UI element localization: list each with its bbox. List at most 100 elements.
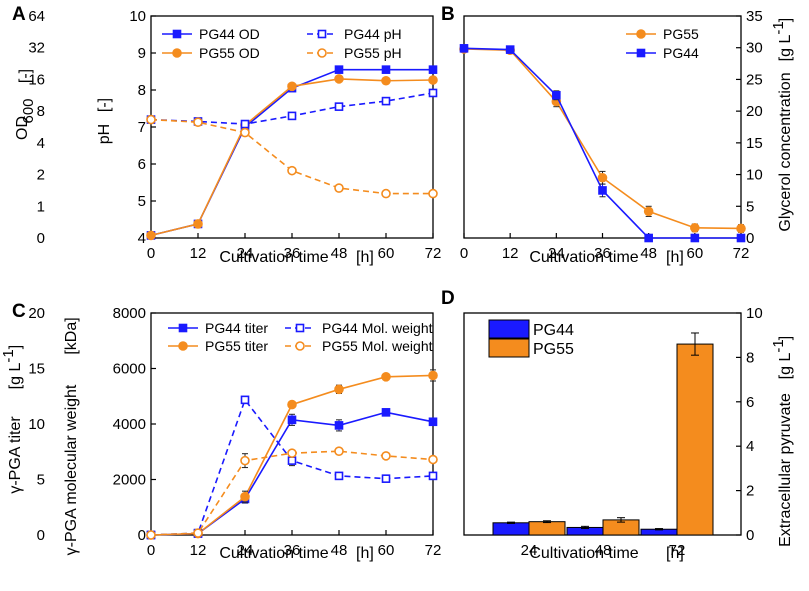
pg44-ph-point [334,102,344,111]
pg44-ph-legend-label: PG44 pH [344,26,402,42]
pg44-glycerol-point [598,186,607,195]
pyruvate-axis-tick-label: 10 [746,305,763,322]
pyruvate-axis-title: Extracellular pyruvate [777,393,794,547]
mw-axis-unit: [kDa] [63,317,80,354]
od-axis-tick-label: 64 [28,8,45,25]
x-tick-label: 36 [284,542,301,559]
od-axis-tick-label: 32 [28,40,45,57]
pg55-legend-swatch [488,338,530,358]
x-tick-label: 0 [147,542,155,559]
pg55-ph-point [146,114,156,125]
pg55-ph-point [381,188,391,199]
pg55-mol-weight-point [240,455,250,466]
pg44-ph-point [240,119,250,129]
x-axis-unit: [h] [356,249,374,266]
pg55-ph-point [193,117,203,127]
pg55-titer-point [381,372,391,382]
pg55-legend-marker [636,29,646,39]
pyruvate-axis-tick-label: 0 [746,527,754,544]
pg55-glycerol-line [463,48,742,230]
ph-axis-tick-label: 6 [138,156,146,173]
x-tick-label: 12 [190,542,207,559]
glycerol-axis-title: Glycerol concentration [777,72,794,231]
pg55-ph-line [150,118,433,195]
ph-axis-unit: [-] [96,98,113,112]
panel-c: 0 12 24 36 48 60 72 0 2000 4000 6000 8000 0 5 10 15 20 γ-… [0,301,441,562]
pg44-glycerol-line [463,47,741,239]
x-tick-label: 24 [548,245,565,262]
pg44-legend-label: PG44 [533,322,574,339]
x-axis-unit: [h] [666,249,684,266]
od-axis-tick-label: 16 [28,71,45,88]
x-tick-label: 60 [378,245,395,262]
x-tick-label: 48 [331,542,348,559]
pg55-titer-legend-marker [178,341,188,351]
x-tick-label: 72 [425,542,442,559]
pg55-od-point [428,75,438,85]
pg55-mol-weight-point [193,528,203,538]
pg44-mol-weight-point [334,471,344,481]
pyruvate-axis-tick-label: 6 [746,394,754,411]
panel-label: A [12,4,26,25]
glycerol-axis-tick-label: 15 [746,135,763,152]
od-axis-tick-label: 8 [37,103,45,120]
mw-axis-tick-label: 2000 [113,472,146,489]
pg55-mol-weight-legend-marker [295,341,305,351]
ph-axis-tick-label: 8 [138,82,146,99]
od-axis-title: OD [14,116,31,140]
pg55-ph-point [428,188,438,199]
titer-axis-unit-close: ] [7,345,24,349]
titer-axis-unit-sup: -1 [0,349,17,362]
pg44-od-point [428,65,438,74]
pg55-glycerol-point [736,223,746,234]
pyruvate-axis-tick-label: 2 [746,483,754,500]
pg55-mol-weight-point [287,448,297,458]
x-tick-label: 12 [190,245,207,262]
pg55-od-line [150,78,434,237]
od-axis-tick-label: 2 [37,167,45,184]
pyruvate-axis-unit-close: ] [777,336,794,340]
ph-axis-tick-label: 9 [138,45,146,62]
pyruvate-axis-unit-sup: -1 [770,339,787,352]
pg55-legend-label: PG55 [533,341,574,358]
glycerol-axis-unit: [g L [777,35,794,62]
pg55-od-legend-label: PG55 OD [199,45,260,61]
pg55-glycerol-point [597,172,608,183]
pg55-od-legend-marker [172,48,182,58]
titer-axis-unit: [g L [7,363,24,390]
pg44-bar [492,522,530,536]
mw-axis-tick-label: 0 [138,527,146,544]
pg44-titer-legend-marker [178,323,188,333]
pg44-legend-marker [636,48,646,58]
pyruvate-axis-unit: [g L [777,353,794,380]
pg44-mol-weight-point [287,456,297,465]
titer-axis-tick-label: 0 [37,527,45,544]
glycerol-axis-tick-label: 5 [746,198,754,215]
x-tick-label: 48 [640,245,657,262]
pg44-od-point [334,65,344,74]
pg44-mol-weight-point [381,474,391,483]
glycerol-axis-tick-label: 20 [746,103,763,120]
titer-axis-tick-label: 20 [28,305,45,322]
pg55-mol-weight-point [146,530,156,540]
od-axis-tick-label: 0 [37,230,45,247]
pg55-titer-point [240,491,250,502]
x-tick-label: 60 [686,245,703,262]
x-axis-title: Cultivation time [219,249,328,266]
pg55-titer-point [428,370,438,381]
pg44-glycerol-point [736,233,746,243]
pg55-glycerol-point [690,223,700,233]
pg55-titer-point [334,384,344,395]
glycerol-axis-tick-label: 30 [746,40,763,57]
mw-axis-tick-label: 8000 [113,305,146,322]
x-tick-label: 12 [502,245,519,262]
pg55-glycerol-point [643,206,654,217]
x-tick-label: 24 [521,542,538,559]
mw-axis-tick-label: 6000 [113,361,146,378]
pg44-titer-point [428,417,438,427]
pg55-bar [528,521,566,536]
pg55-od-point [334,74,344,84]
ph-axis-tick-label: 10 [129,8,146,25]
titer-axis-title: γ-PGA titer [7,416,24,494]
